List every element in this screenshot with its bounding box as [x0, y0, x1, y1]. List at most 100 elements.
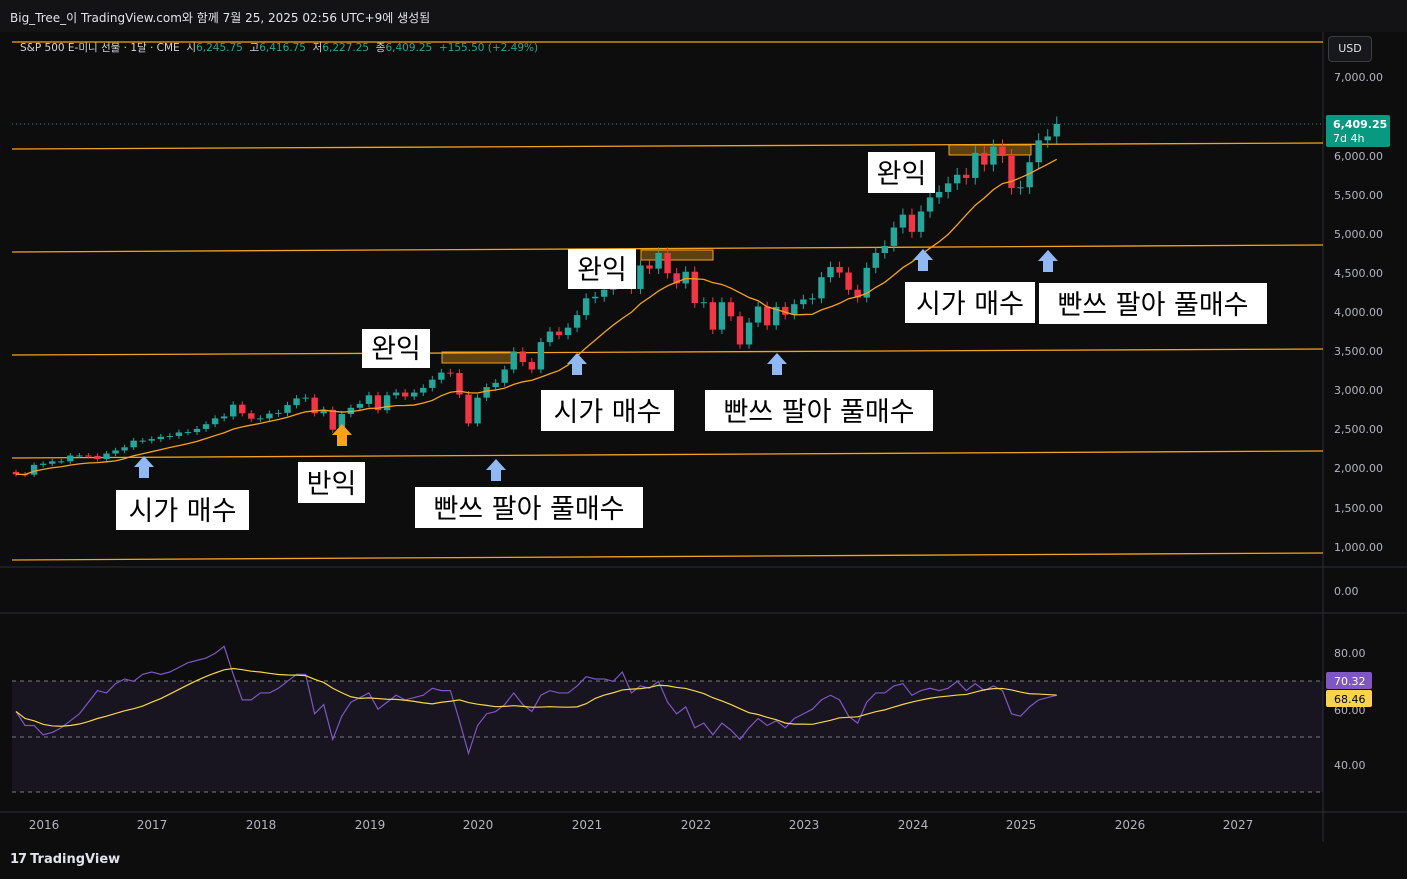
candle-body: [139, 440, 146, 442]
candle-body: [510, 351, 517, 370]
price-tick-label: 1,000.00: [1334, 541, 1383, 554]
candle-body: [49, 461, 56, 464]
candle-body: [537, 342, 545, 370]
candle-body: [546, 331, 554, 343]
candle-body: [1008, 156, 1015, 189]
symbol-name[interactable]: S&P 500 E-미니 선물 · 1달 · CME: [20, 42, 180, 54]
annotation-text: 반익: [307, 469, 357, 500]
candle-body: [754, 306, 762, 323]
time-tick-label: 2022: [681, 818, 712, 832]
rsi-line: [15, 645, 1057, 756]
candle-body: [456, 373, 463, 395]
candle-body: [763, 306, 771, 326]
time-tick-label: 2024: [898, 818, 929, 832]
annotation-text: 빤쓰 팔아 풀매수: [433, 494, 624, 525]
price-tick-label: 6,000.00: [1334, 150, 1383, 163]
candle-body: [800, 299, 807, 305]
candle-body: [528, 362, 536, 370]
chart-background: [0, 32, 1407, 842]
candle-body: [827, 267, 834, 278]
candle-body: [338, 414, 345, 430]
arrow-up-icon: [332, 424, 352, 446]
candle-body: [103, 453, 110, 460]
candle-body: [1026, 162, 1033, 188]
annotation-box: [705, 390, 933, 431]
candle-body: [573, 315, 581, 328]
time-tick-label: 2018: [246, 818, 277, 832]
footer: [0, 842, 1407, 879]
candle-body: [211, 418, 219, 425]
candle-body: [809, 298, 816, 300]
candle-body: [917, 211, 925, 232]
candle-body: [863, 267, 870, 298]
candle-body: [972, 152, 979, 178]
candle-body: [564, 327, 572, 336]
candle-body: [202, 424, 210, 429]
candle-body: [501, 369, 508, 383]
candle-body: [908, 214, 916, 232]
candle-body: [184, 432, 192, 434]
candle-body: [954, 174, 961, 184]
last-price-value: 6,409.25: [1333, 118, 1387, 131]
arrow-up-icon: [486, 459, 506, 481]
rsi-tick-label: 60.00: [1334, 704, 1366, 717]
rsi-ma-badge-value: 68.46: [1334, 693, 1366, 706]
close-label: 종: [375, 42, 386, 54]
candle-body: [519, 351, 526, 363]
candle-body: [311, 397, 318, 414]
candle-body: [148, 439, 155, 441]
horizontal-level-line: [11, 450, 1324, 459]
candle-body: [474, 397, 481, 424]
candle-body: [637, 265, 644, 289]
candle-body: [691, 271, 698, 304]
box-zone: [948, 144, 1032, 156]
candle-body: [94, 455, 101, 460]
candle-body: [592, 296, 599, 299]
caption-bar: Big_Tree_이 TradingView.com와 함께 7월 25, 20…: [0, 0, 1407, 32]
arrow-up-icon: [913, 249, 933, 271]
annotation-text: 시가 매수: [916, 289, 1024, 320]
candle-body: [782, 306, 789, 315]
candle-body: [383, 395, 391, 411]
price-tick-label: 4,000.00: [1334, 306, 1383, 319]
tradingview-logo[interactable]: 17 TradingView: [10, 852, 120, 867]
candle-body: [673, 273, 680, 284]
candle-body: [555, 331, 563, 336]
volume-tick-label: 0.00: [1334, 585, 1359, 598]
candle-body: [193, 428, 201, 433]
candle-body: [899, 214, 907, 228]
annotation-box: [868, 152, 935, 193]
currency-button[interactable]: USD: [1328, 36, 1372, 62]
box-zone: [640, 249, 714, 261]
symbol-legend: S&P 500 E-미니 선물 · 1달 · CME 시6,245.75 고6,…: [20, 40, 538, 55]
annotation-text: 시가 매수: [554, 397, 662, 428]
candle-body: [1053, 124, 1060, 137]
candle-body: [30, 464, 38, 475]
time-tick-label: 2027: [1223, 818, 1254, 832]
candle-body: [845, 272, 852, 290]
candle-body: [791, 304, 798, 315]
candle-body: [727, 302, 735, 317]
rsi-badge: [1326, 672, 1372, 689]
candle-body: [356, 403, 364, 408]
candle-body: [58, 461, 65, 463]
annotation-box: [298, 462, 365, 503]
high-value: 6,416.75: [259, 42, 306, 54]
price-tick-label: 5,000.00: [1334, 228, 1383, 241]
candle-body: [483, 387, 490, 398]
candle-body: [836, 267, 843, 273]
price-tick-label: 4,500.00: [1334, 267, 1383, 280]
arrow-up-icon: [567, 353, 587, 375]
time-tick-label: 2023: [789, 818, 820, 832]
annotation-box: [905, 282, 1035, 323]
rsi-ma-badge: [1326, 690, 1372, 707]
candle-body: [582, 298, 590, 316]
annotation-text: 완익: [877, 159, 927, 190]
candle-body: [981, 152, 988, 165]
box-zone: [441, 351, 515, 364]
tradingview-logo-icon: 17: [10, 852, 27, 867]
time-tick-label: 2021: [572, 818, 603, 832]
candle-body: [465, 394, 472, 424]
annotation-text: 빤쓰 팔아 풀매수: [723, 397, 914, 428]
